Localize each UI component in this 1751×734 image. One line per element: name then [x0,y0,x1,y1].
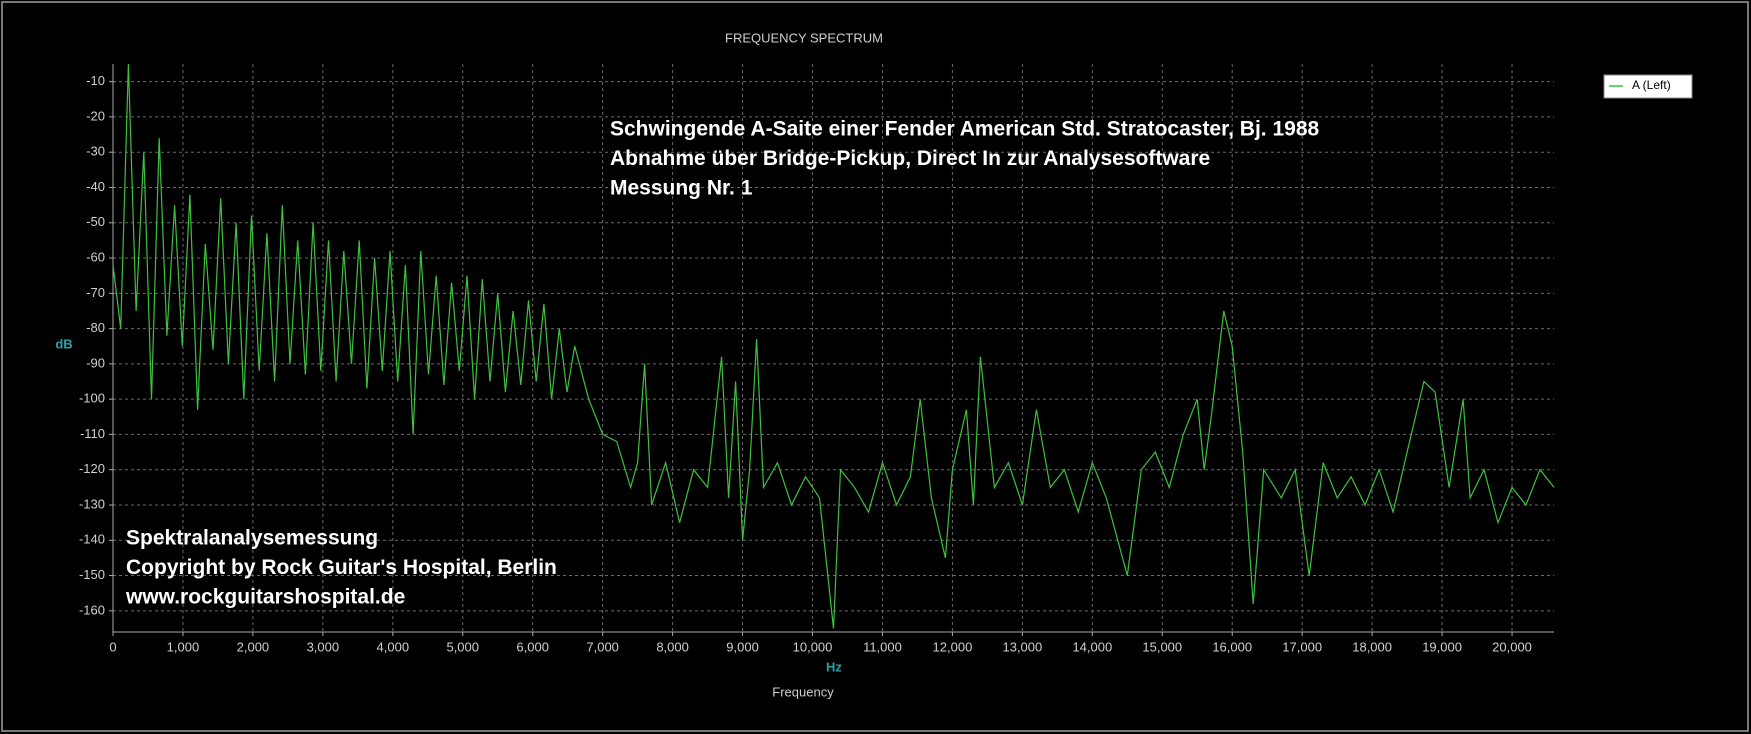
annotation: Spektralanalysemessung [126,527,378,550]
x-tick-label: 13,000 [1002,639,1042,654]
chart-title: FREQUENCY SPECTRUM [725,30,883,45]
y-tick-label: -90 [86,355,105,370]
x-tick-label: 9,000 [726,639,759,654]
annotation: www.rockguitarshospital.de [125,586,405,609]
y-tick-label: -40 [86,179,105,194]
x-tick-label: 7,000 [586,639,619,654]
y-tick-label: -120 [79,461,105,476]
x-axis-title: Frequency [772,684,834,699]
y-tick-label: -10 [86,73,105,88]
spectrum-line [112,63,1555,629]
y-tick-label: -60 [86,249,105,264]
x-tick-label: 11,000 [863,639,902,654]
x-tick-label: 10,000 [793,639,833,654]
x-tick-label: 8,000 [656,639,689,654]
x-tick-label: 16,000 [1212,639,1252,654]
y-axis-label: dB [55,336,72,351]
x-tick-label: 12,000 [933,639,973,654]
x-tick-label: 3,000 [307,639,340,654]
y-tick-label: -110 [80,426,105,441]
x-tick-label: 5,000 [446,639,479,654]
annotation: Messung Nr. 1 [610,177,753,200]
y-tick-label: -140 [79,532,105,547]
y-tick-label: -150 [79,567,105,582]
x-tick-label: 2,000 [237,639,270,654]
y-tick-label: -130 [79,496,105,511]
legend-box [1603,74,1693,99]
annotation: Copyright by Rock Guitar's Hospital, Ber… [126,556,557,579]
x-tick-label: 6,000 [516,639,549,654]
y-tick-label: -70 [86,285,105,300]
x-tick-label: 17,000 [1282,639,1322,654]
annotation: Abnahme über Bridge-Pickup, Direct In zu… [610,147,1210,170]
y-tick-label: -30 [86,144,105,159]
y-tick-label: -160 [79,602,105,617]
y-tick-label: -100 [79,391,105,406]
x-tick-label: 18,000 [1352,639,1392,654]
annotation: Schwingende A-Saite einer Fender America… [610,118,1320,141]
y-tick-label: -50 [86,214,105,229]
x-tick-label: 19,000 [1422,639,1462,654]
x-tick-label: 4,000 [377,639,410,654]
x-tick-label: 15,000 [1142,639,1182,654]
x-tick-label: 1,000 [167,639,200,654]
legend-label: A (Left) [1632,78,1671,92]
x-axis-label: Hz [826,659,842,674]
y-tick-label: -80 [86,320,105,335]
x-tick-label: 0 [109,639,116,654]
x-tick-label: 14,000 [1072,639,1112,654]
y-tick-label: -20 [86,108,105,123]
x-tick-label: 20,000 [1492,639,1532,654]
